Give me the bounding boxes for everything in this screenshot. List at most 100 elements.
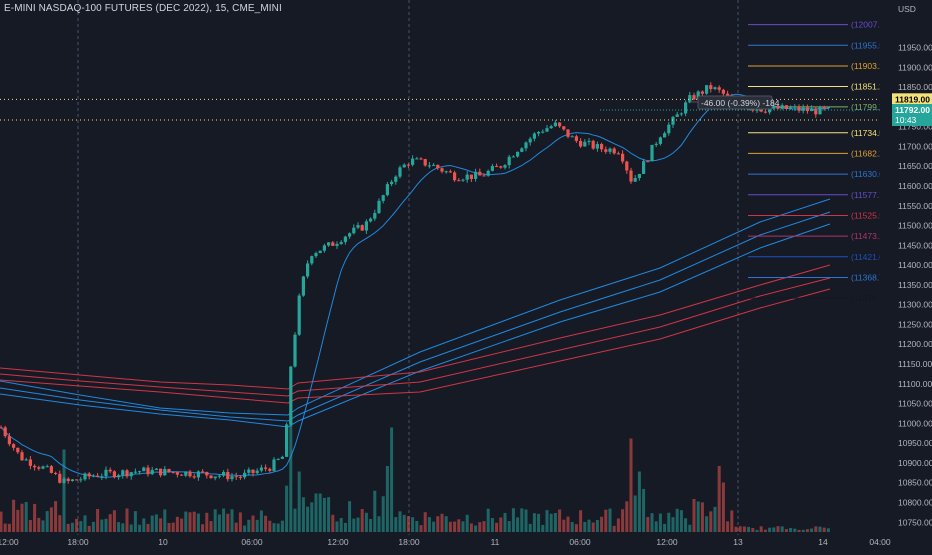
y-tick-label: 11300.00 (898, 300, 932, 310)
candle-body (608, 148, 612, 152)
volume-bar (562, 519, 566, 532)
volume-bar (465, 514, 469, 532)
volume-bar (121, 523, 125, 532)
y-tick-label: 11100.00 (898, 379, 932, 389)
candle-body (520, 148, 524, 152)
candle-body (7, 436, 11, 445)
x-tick-label: 14 (818, 537, 828, 547)
candle-body (637, 173, 641, 179)
candle-body (83, 473, 87, 480)
y-tick-label: 10850.00 (898, 478, 932, 488)
volume-bar (654, 521, 658, 532)
candle-body (222, 471, 226, 476)
volume-bar (566, 516, 570, 532)
y-tick-label: 11500.00 (898, 221, 932, 231)
volume-bar (100, 519, 104, 532)
volume-bar (713, 506, 717, 532)
candle-body (671, 116, 675, 125)
volume-bar (650, 513, 654, 532)
volume-bar (482, 521, 486, 532)
volume-bar (789, 527, 793, 532)
candle-body (385, 184, 389, 196)
candle-body (423, 159, 427, 166)
current-price-label: 11792.00 (895, 105, 930, 115)
volume-bar (461, 521, 465, 532)
y-tick-label: 11400.00 (898, 260, 932, 270)
volume-bar (574, 524, 578, 532)
candle-body (112, 471, 116, 478)
candle-body (394, 176, 398, 182)
volume-bar (478, 522, 482, 532)
x-tick-label: 12:00 (656, 537, 678, 547)
volume-bar (255, 519, 259, 532)
volume-bar (205, 512, 209, 532)
fib-level-label: (11577.75) (851, 190, 892, 200)
candle-body (826, 107, 830, 109)
moving-average-line (0, 198, 831, 416)
volume-bar (448, 521, 452, 532)
candle-body (24, 459, 28, 461)
candle-body (402, 164, 406, 168)
volume-bar (738, 526, 742, 532)
volume-bar (814, 526, 818, 532)
volume-bar (709, 511, 713, 532)
y-tick-label: 11600.00 (898, 181, 932, 191)
volume-bar (474, 525, 478, 532)
volume-bar (604, 509, 608, 532)
y-tick-label: 11550.00 (898, 201, 932, 211)
volume-bar (444, 516, 448, 532)
candle-body (616, 153, 620, 155)
volume-bar (364, 512, 368, 532)
volume-bar (268, 520, 272, 532)
volume-bar (637, 471, 641, 532)
candle-body (335, 243, 339, 246)
candle-body (188, 471, 192, 477)
y-tick-label: 11450.00 (898, 240, 932, 250)
candle-body (318, 250, 322, 254)
candle-body (285, 424, 289, 457)
candle-body (352, 227, 356, 234)
candle-body (503, 165, 507, 168)
candle-body (306, 263, 310, 277)
candle-body (549, 126, 553, 129)
volume-bar (587, 519, 591, 532)
candle-body (0, 427, 3, 429)
volume-bar (721, 482, 725, 532)
candle-body (709, 85, 713, 90)
volume-bar (343, 522, 347, 532)
volume-bar (335, 521, 339, 532)
volume-bar (91, 521, 95, 532)
volume-bar (12, 499, 16, 532)
volume-bar (289, 422, 293, 532)
candle-body (247, 469, 251, 473)
candle-body (667, 124, 671, 134)
volume-bar (381, 496, 385, 532)
candle-body (440, 168, 444, 172)
volume-bar (545, 510, 549, 532)
volume-bar (797, 529, 801, 532)
candle-body (369, 218, 373, 222)
candle-body (301, 276, 305, 296)
candle-body (37, 467, 41, 469)
volume-bar (104, 518, 108, 532)
candle-body (297, 295, 301, 335)
candle-body (133, 471, 137, 473)
moving-average-line (0, 264, 831, 390)
volume-bar (432, 521, 436, 532)
candle-body (633, 178, 637, 182)
candle-body (327, 242, 331, 246)
price-badge: 11819.00 (892, 93, 932, 106)
candle-body (356, 225, 360, 228)
volume-bar (24, 502, 28, 532)
candle-body (16, 447, 20, 453)
volume-bar (810, 528, 814, 532)
candle-body (406, 164, 410, 166)
volume-bar (16, 509, 20, 532)
y-tick-label: 11000.00 (898, 418, 932, 428)
candle-body (663, 133, 667, 138)
candle-body (201, 471, 205, 473)
x-tick-label: 04:00 (869, 537, 891, 547)
volume-bar (595, 520, 599, 532)
